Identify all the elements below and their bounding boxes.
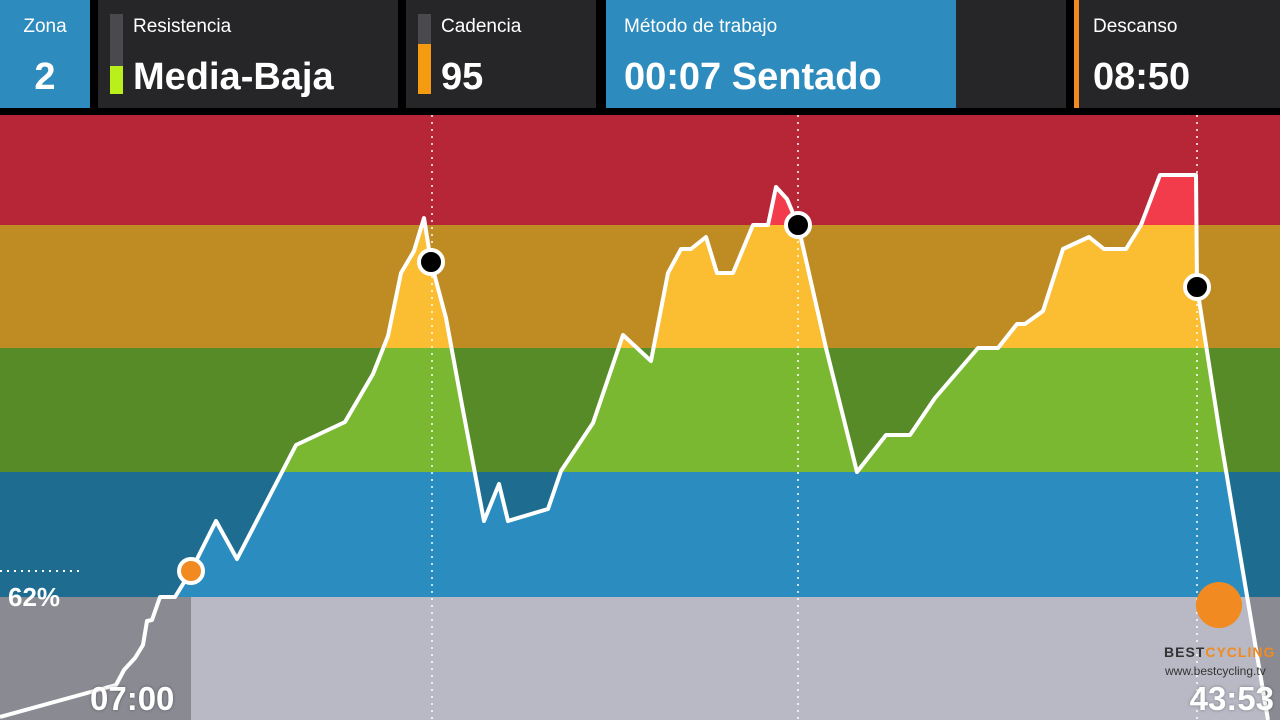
descanso-value: 08:50 [1093, 56, 1191, 98]
threshold-percent-label: 62% [8, 582, 61, 612]
total-time: 43:53 [1189, 680, 1274, 717]
resistencia-level-fill [110, 66, 123, 94]
elapsed-time: 07:00 [90, 680, 175, 717]
cadencia-panel: Cadencia 95 [406, 0, 596, 108]
resistencia-value: Media-Baja [133, 56, 334, 98]
logo-url: www.bestcycling.tv [1165, 664, 1266, 678]
intensity-profile-chart [0, 115, 1280, 720]
checkpoint-marker-1 [417, 248, 445, 276]
header-bar: Zona 2 Resistencia Media-Baja Cadencia 9… [0, 0, 1280, 108]
zone-band-5 [0, 115, 1280, 225]
intensity-profile-line [0, 173, 1270, 720]
cadencia-level-fill [418, 44, 431, 94]
elapsed-zone-shade [0, 597, 191, 720]
resistencia-panel: Resistencia Media-Baja [98, 0, 398, 108]
checkpoint-marker-3 [1183, 273, 1211, 301]
zona-panel: Zona 2 [0, 0, 90, 108]
cadencia-label: Cadencia [441, 16, 522, 37]
logo-brand: BESTCYCLING [1164, 644, 1276, 660]
metodo-progress-fill [606, 0, 956, 108]
metodo-panel: Método de trabajo 00:07 Sentado [606, 0, 1066, 108]
zona-label: Zona [23, 16, 67, 37]
zona-value: 2 [34, 56, 56, 98]
resistencia-level-bar [110, 14, 123, 94]
descanso-panel: Descanso 08:50 [1074, 0, 1280, 108]
descanso-label: Descanso [1093, 16, 1178, 37]
resistencia-label: Resistencia [133, 16, 232, 37]
bestcycling-logo: BESTCYCLING www.bestcycling.tv [1160, 582, 1280, 692]
descanso-accent [1074, 0, 1079, 108]
metodo-label: Método de trabajo [624, 16, 778, 37]
cadencia-level-bar [418, 14, 431, 94]
current-position-marker [177, 557, 205, 585]
checkpoint-marker-2 [784, 211, 812, 239]
cadencia-value: 95 [441, 56, 484, 98]
zone-band-filled-1 [0, 597, 1280, 720]
bestcycling-logo-icon [1196, 582, 1242, 628]
metodo-value: 00:07 Sentado [624, 56, 882, 98]
